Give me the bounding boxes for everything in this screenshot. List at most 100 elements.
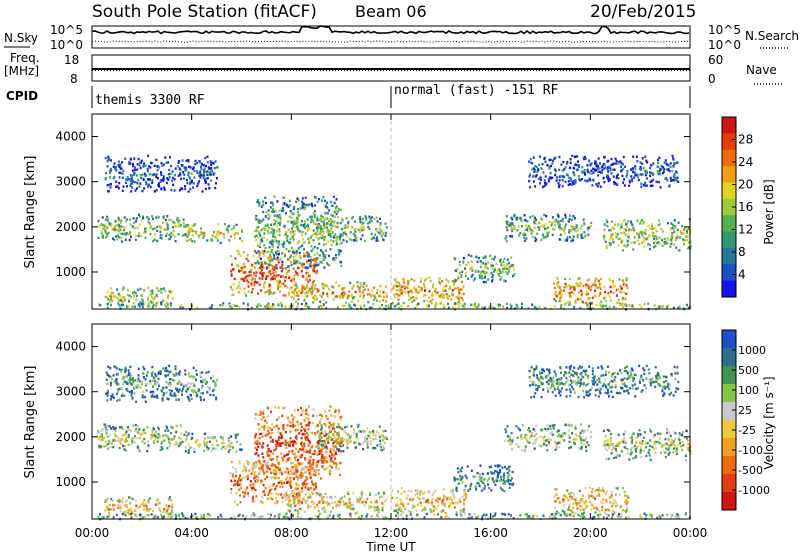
heatmap-cell — [275, 251, 277, 254]
heatmap-cell — [523, 239, 526, 242]
heatmap-cell — [257, 267, 260, 270]
heatmap-cell — [580, 170, 583, 173]
heatmap-cell — [315, 261, 318, 264]
heatmap-cell — [352, 284, 355, 287]
heatmap-cell — [285, 494, 288, 497]
heatmap-cell — [559, 233, 562, 236]
heatmap-cell — [474, 269, 477, 272]
heatmap-cell — [558, 175, 561, 178]
cpid-right-text: normal (fast) -151 RF — [394, 83, 559, 98]
heatmap-cell — [289, 424, 292, 428]
heatmap-cell — [318, 421, 321, 424]
heatmap-cell — [548, 220, 551, 224]
heatmap-cell — [292, 425, 294, 428]
heatmap-cell — [282, 406, 285, 410]
heatmap-cell — [603, 163, 606, 166]
heatmap-cell — [316, 430, 319, 434]
heatmap-cell — [462, 508, 465, 511]
heatmap-cell — [295, 254, 298, 257]
heatmap-cell — [275, 418, 278, 421]
heatmap-cell — [407, 292, 410, 295]
heatmap-cell — [331, 501, 334, 505]
heatmap-cell — [237, 264, 240, 267]
heatmap-cell — [295, 447, 298, 451]
heatmap-cell — [571, 183, 574, 186]
heatmap-cell — [300, 490, 303, 494]
heatmap-cell — [188, 176, 191, 179]
heatmap-cell — [153, 227, 156, 230]
heatmap-cell — [116, 439, 119, 443]
heatmap-cell — [636, 232, 638, 235]
heatmap-cell — [271, 230, 274, 233]
heatmap-cell — [122, 229, 125, 232]
heatmap-cell — [445, 496, 448, 499]
heatmap-cell — [158, 427, 160, 431]
heatmap-cell — [209, 238, 212, 242]
heatmap-cell — [200, 167, 203, 171]
heatmap-cell — [557, 220, 560, 223]
heatmap-cell — [137, 234, 140, 238]
heatmap-cell — [160, 513, 163, 517]
heatmap-cell — [339, 232, 342, 236]
heatmap-cell — [605, 246, 608, 250]
heatmap-cell — [320, 451, 323, 455]
heatmap-cell — [154, 503, 157, 506]
heatmap-cell — [341, 227, 343, 231]
heatmap-cell — [299, 455, 302, 459]
heatmap-cell — [146, 215, 149, 219]
heatmap-cell — [683, 228, 686, 231]
heatmap-cell — [314, 468, 317, 472]
heatmap-cell — [653, 227, 656, 230]
heatmap-cell — [351, 294, 353, 297]
heatmap-cell — [312, 463, 315, 466]
heatmap-cell — [275, 424, 278, 428]
heatmap-cell — [630, 222, 633, 225]
heatmap-cell — [332, 441, 335, 445]
heatmap-cell — [322, 461, 325, 465]
heatmap-cell — [185, 439, 188, 442]
heatmap-cell — [277, 302, 280, 306]
heatmap-cell — [266, 466, 269, 469]
heatmap-cell — [138, 305, 141, 308]
heatmap-cell — [224, 448, 227, 451]
heatmap-cell — [670, 179, 673, 182]
heatmap-cell — [337, 210, 340, 213]
heatmap-cell — [322, 224, 325, 227]
heatmap-cell — [305, 302, 308, 305]
heatmap-cell — [284, 284, 287, 288]
heatmap-cell — [500, 271, 503, 274]
heatmap-cell — [610, 236, 613, 239]
heatmap-cell — [255, 479, 258, 483]
heatmap-cell — [250, 282, 253, 285]
heatmap-cell — [353, 239, 356, 242]
heatmap-cell — [598, 285, 601, 289]
heatmap-cell — [302, 446, 305, 449]
heatmap-cell — [313, 265, 316, 268]
heatmap-cell — [601, 171, 603, 174]
heatmap-cell — [385, 285, 387, 288]
heatmap-cell — [309, 265, 312, 268]
heatmap-cell — [422, 294, 425, 297]
heatmap-cell — [243, 468, 246, 472]
heatmap-cell — [400, 487, 403, 490]
heatmap-cell — [577, 160, 579, 163]
heatmap-cell — [139, 161, 142, 164]
heatmap-cell — [297, 491, 300, 495]
heatmap-cell — [396, 285, 399, 288]
heatmap-cell — [282, 245, 285, 248]
heatmap-cell — [259, 481, 262, 484]
heatmap-cell — [269, 272, 272, 276]
colorbar-swatch — [722, 117, 736, 134]
heatmap-cell — [335, 198, 338, 201]
heatmap-cell — [311, 453, 314, 456]
heatmap-cell — [140, 219, 143, 222]
heatmap-cell — [662, 171, 665, 175]
heatmap-cell — [431, 498, 434, 501]
heatmap-cell — [131, 174, 133, 177]
heatmap-cell — [304, 254, 307, 257]
heatmap-cell — [300, 436, 303, 440]
heatmap-cell — [499, 260, 502, 263]
heatmap-cell — [645, 184, 648, 187]
heatmap-cell — [293, 256, 295, 259]
heatmap-cell — [604, 291, 606, 294]
